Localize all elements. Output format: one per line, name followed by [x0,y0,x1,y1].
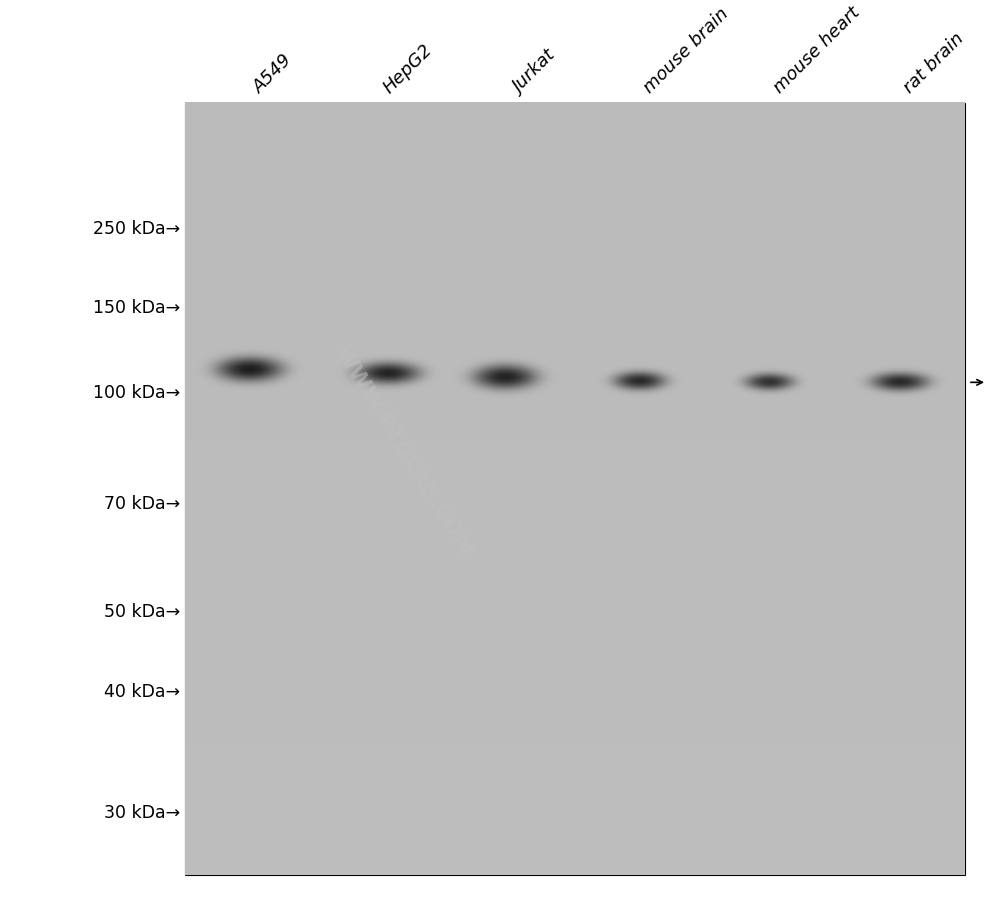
Bar [185,104,965,875]
Text: 30 kDa→: 30 kDa→ [104,803,180,821]
Text: 40 kDa→: 40 kDa→ [104,683,180,700]
Text: HepG2: HepG2 [380,41,436,97]
Text: 100 kDa→: 100 kDa→ [93,384,180,402]
Text: rat brain: rat brain [900,29,967,97]
Text: 50 kDa→: 50 kDa→ [104,603,180,621]
Text: WWW.PTGLAB.COM: WWW.PTGLAB.COM [330,342,477,559]
Text: Jurkat: Jurkat [510,47,560,97]
Text: 250 kDa→: 250 kDa→ [93,220,180,237]
Text: mouse heart: mouse heart [770,4,863,97]
Text: 70 kDa→: 70 kDa→ [104,494,180,512]
Text: mouse brain: mouse brain [640,5,732,97]
Text: A549: A549 [250,51,296,97]
Text: 150 kDa→: 150 kDa→ [93,299,180,318]
